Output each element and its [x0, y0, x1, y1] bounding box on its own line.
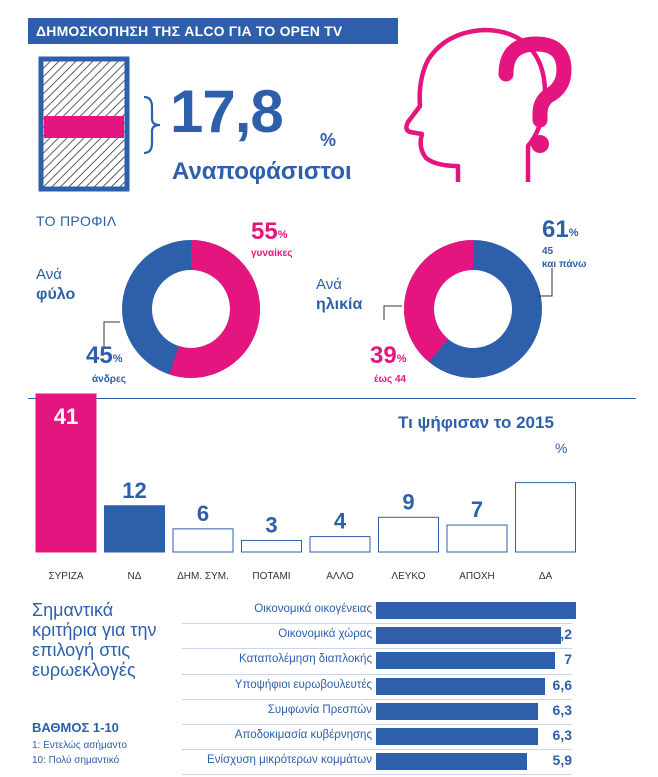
gender-label-main: φύλο [36, 286, 76, 303]
undecided-box-icon [38, 56, 130, 192]
head-question-icon [404, 27, 572, 182]
criteria-bar [376, 753, 527, 771]
vote-category-label: ΔΗΜ. ΣΥΜ. [177, 571, 229, 582]
criteria-bar [376, 602, 576, 619]
vote-category-label: ΑΠΟΧΗ [459, 571, 495, 582]
undecided-label: Αναποφάσιστοι [172, 158, 352, 185]
vote-category-label: ΣΥΡΙΖΑ [48, 571, 83, 582]
vote-bar [241, 539, 302, 553]
vote-category-label: ΛΕΥΚΟ [391, 571, 425, 582]
age-younger-slice [404, 240, 542, 378]
criteria-value: 6,3 [552, 727, 572, 743]
criteria-label: Καταπολέμηση διαπλοκής [239, 653, 372, 666]
criteria-bar [376, 702, 538, 720]
older-label-2: και πάνω [542, 259, 587, 270]
scale-title: ΒΑΘΜΟΣ 1-10 [32, 720, 119, 735]
criteria-label: Ενίσχυση μικρότερων κομμάτων [207, 754, 372, 767]
gender-leader-lines [103, 321, 120, 347]
age-leader-lines [383, 268, 553, 320]
vote-value-label: 12 [122, 478, 146, 503]
undecided-value: 17,8 [170, 78, 284, 145]
vote-category-label: ΑΛΛΟ [326, 571, 354, 582]
criteria-label: Αποδοκιμασία κυβέρνησης [234, 729, 372, 741]
criteria-separator [182, 673, 572, 675]
men-pct: 45% [86, 342, 123, 369]
younger-pct: 39% [370, 342, 407, 369]
vote-bar [104, 505, 165, 553]
criteria-label: Οικονομικά χώρας [278, 628, 372, 641]
criteria-separator [182, 698, 572, 700]
vote-bar [172, 528, 234, 553]
vote-value-label: 7 [471, 497, 483, 522]
vote-value-label: 9 [402, 489, 414, 514]
vote-category-label: ΔΑ [539, 571, 553, 582]
vote-bar [515, 482, 576, 553]
age-label-prefix: Ανά [316, 276, 342, 293]
vote-value-label: 41 [54, 404, 78, 429]
women-label: γυναίκες [251, 248, 293, 259]
gender-label-prefix: Ανά [36, 266, 62, 283]
undecided-fill [44, 116, 124, 138]
criteria-title: Σημαντικά κριτήρια για την επιλογή στις … [32, 600, 157, 680]
criteria-label: Συμφωνία Πρεσπών [267, 703, 372, 716]
vote-category-label: ΠΟΤΑΜΙ [252, 571, 290, 582]
vote-bar [309, 536, 371, 553]
criteria-separator [182, 774, 572, 776]
vote-bar [35, 393, 97, 553]
criteria-value: 6,6 [552, 676, 572, 693]
gender-donut [122, 240, 260, 378]
age-donut [404, 240, 542, 378]
vote-bar [378, 516, 439, 553]
women-pct: 55% [251, 218, 288, 245]
vote-value-label: 3 [265, 512, 277, 537]
gender-women-slice [122, 240, 260, 378]
profile-title: ΤΟ ΠΡΟΦΙΛ [36, 213, 117, 229]
vote-value-label: 6 [197, 501, 209, 526]
vote-category-label: ΝΔ [128, 571, 142, 582]
vote-chart-title: Τι ψήφισαν το 2015 [398, 413, 554, 432]
scale-low: 1: Εντελώς ασήμαντο [32, 740, 127, 751]
header-title: ΔΗΜΟΣΚΟΠΗΣΗ ΤΗΣ ALCO ΓΙΑ ΤΟ OPEN TV [28, 18, 398, 44]
criteria-bar [376, 652, 555, 670]
vote-chart-unit: % [555, 440, 568, 456]
vote-bar-chart: 41 ΣΥΡΙΖΑ 12 ΝΔ 6 ΔΗΜ. ΣΥΜ. 3 ΠΟΤΑΜΙ 4 ΑΛΛΟ 9 ΛΕΥΚΟ… [35, 393, 576, 582]
younger-label: έως 44 [374, 374, 407, 385]
criteria-label: Υποψήφιοι ευρωβουλευτές [234, 678, 372, 691]
older-label-1: 45 [542, 246, 554, 257]
criteria-bar [376, 728, 538, 745]
vote-value-label: 4 [334, 509, 347, 534]
vote-value-label: 18 [533, 493, 557, 518]
section-divider [28, 398, 636, 399]
criteria-label: Οικονομικά οικογένειας [254, 603, 372, 615]
older-pct: 61% [542, 216, 579, 243]
criteria-value: 6,3 [552, 701, 572, 718]
criteria-separator [182, 749, 572, 751]
criteria-bar [376, 677, 545, 695]
criteria-separator [182, 724, 572, 725]
vote-bar [446, 524, 508, 553]
scale-high: 10: Πολύ σημαντικό [32, 755, 120, 766]
criteria-value: 7 [564, 651, 572, 668]
criteria-bar [376, 627, 561, 645]
criteria-value: 5,9 [552, 752, 572, 769]
criteria-value: 7,2 [552, 626, 572, 643]
undecided-unit: % [320, 130, 337, 150]
criteria-separator [182, 648, 572, 650]
brace-icon [143, 95, 161, 155]
criteria-separator [182, 623, 572, 625]
criteria-value: 7,8 [552, 601, 572, 617]
men-label: άνδρες [92, 374, 126, 385]
age-label-main: ηλικία [316, 296, 363, 313]
